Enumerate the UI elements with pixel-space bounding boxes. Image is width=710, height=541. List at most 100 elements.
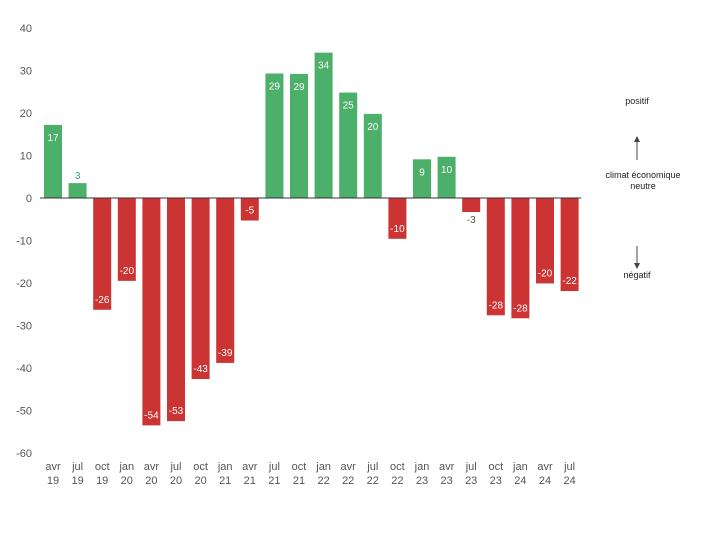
bar: [462, 198, 481, 213]
bar: [142, 198, 161, 426]
x-tick-label-year: 21: [293, 475, 305, 487]
positive-annotation: positif: [625, 96, 649, 106]
x-tick-label-month: jan: [217, 461, 233, 473]
bar: [93, 198, 112, 310]
x-tick-label-year: 24: [539, 475, 551, 487]
bar: [216, 198, 235, 363]
x-tick-label-month: oct: [390, 461, 405, 473]
climate-legend: positif climat économique neutre négatif: [605, 96, 680, 280]
x-tick-label-year: 22: [391, 475, 403, 487]
bar: [363, 113, 382, 198]
x-tick-label-year: 20: [170, 475, 182, 487]
data-label: 9: [419, 167, 425, 178]
x-tick-label-month: jan: [414, 461, 430, 473]
x-tick-label-year: 24: [563, 475, 575, 487]
y-tick-label: 40: [20, 23, 32, 35]
x-tick-label-month: jul: [169, 461, 181, 473]
y-tick-label: 30: [20, 66, 32, 78]
data-label: -26: [95, 295, 110, 306]
bar: [290, 73, 308, 198]
data-label: 20: [367, 122, 379, 133]
x-tick-label-month: oct: [292, 461, 307, 473]
bar: [339, 92, 358, 198]
x-tick-label-month: jul: [465, 461, 477, 473]
data-label: -54: [144, 410, 159, 421]
y-tick-label: 10: [20, 151, 32, 163]
data-label: -39: [218, 348, 233, 359]
x-tick-label-month: oct: [95, 461, 110, 473]
x-tick-label-year: 20: [121, 475, 133, 487]
y-tick-label: 20: [20, 108, 32, 120]
bar: [314, 52, 333, 199]
data-label: 10: [441, 165, 453, 176]
bar: [117, 198, 136, 281]
bar-labels-group: 17 3 -26 -20 -54 -53 -43 -39 -5 29 29 34 25 20 -10 9 10 -…: [47, 61, 577, 422]
x-tick-label-month: jul: [71, 461, 83, 473]
y-axis: 40 30 20 10 0 -10 -20 -30 -40 -50 -60: [16, 23, 32, 460]
x-tick-label-year: 19: [47, 475, 59, 487]
x-axis: avr 19 jul 19 oct 19 jan 20 avr 20 jul 20 oct 20 jan 21…: [45, 461, 575, 487]
x-tick-label-year: 21: [244, 475, 256, 487]
data-label: 34: [318, 61, 330, 72]
y-tick-label: -40: [16, 363, 32, 375]
x-tick-label-month: avr: [341, 461, 357, 473]
up-arrowhead-icon: [634, 136, 640, 142]
x-tick-label-year: 24: [514, 475, 526, 487]
x-tick-label-month: avr: [439, 461, 455, 473]
y-tick-label: -10: [16, 236, 32, 248]
x-tick-label-month: jul: [366, 461, 378, 473]
bar: [167, 198, 185, 422]
data-label: -43: [193, 364, 208, 375]
y-tick-label: -60: [16, 448, 32, 460]
y-tick-label: -50: [16, 406, 32, 418]
bar: [388, 198, 407, 239]
bar: [240, 198, 259, 221]
x-tick-label-month: avr: [144, 461, 160, 473]
x-tick-label-month: jan: [512, 461, 528, 473]
x-tick-label-month: avr: [537, 461, 553, 473]
bars-group: [44, 52, 579, 426]
x-tick-label-year: 19: [96, 475, 108, 487]
x-tick-label-year: 23: [416, 475, 428, 487]
data-label: -22: [562, 276, 577, 287]
bar: [68, 183, 87, 198]
x-tick-label-month: avr: [242, 461, 258, 473]
x-tick-label-month: jul: [268, 461, 280, 473]
bar: [265, 73, 284, 198]
data-label: -53: [169, 406, 184, 417]
x-tick-label-year: 23: [490, 475, 502, 487]
data-label: -5: [245, 206, 254, 217]
x-tick-label-year: 21: [268, 475, 280, 487]
bar: [437, 156, 456, 198]
x-tick-label-month: jan: [118, 461, 134, 473]
data-label: -28: [489, 300, 504, 311]
x-tick-label-month: avr: [45, 461, 61, 473]
x-tick-label-year: 22: [342, 475, 354, 487]
data-label: -3: [467, 215, 476, 226]
data-label: 3: [75, 171, 81, 182]
x-tick-label-year: 21: [219, 475, 231, 487]
neutral-annotation-line2: neutre: [630, 181, 656, 191]
x-tick-label-year: 23: [465, 475, 477, 487]
data-label: -28: [513, 303, 528, 314]
bar: [536, 198, 554, 284]
bar: [486, 198, 505, 316]
x-tick-label-year: 22: [317, 475, 329, 487]
down-arrowhead-icon: [634, 263, 640, 269]
x-tick-label-month: oct: [488, 461, 503, 473]
x-tick-label-year: 19: [71, 475, 83, 487]
x-tick-label-month: jan: [315, 461, 331, 473]
bar: [44, 124, 62, 198]
bar: [511, 198, 530, 319]
data-label: 29: [269, 81, 281, 92]
data-label: 29: [293, 82, 305, 93]
bar: [191, 198, 210, 380]
x-tick-label-year: 22: [367, 475, 379, 487]
y-tick-label: -30: [16, 321, 32, 333]
data-label: -10: [390, 224, 405, 235]
negative-annotation: négatif: [623, 270, 651, 280]
bar: [560, 198, 579, 292]
data-label: 17: [47, 133, 59, 144]
x-tick-label-year: 20: [145, 475, 157, 487]
